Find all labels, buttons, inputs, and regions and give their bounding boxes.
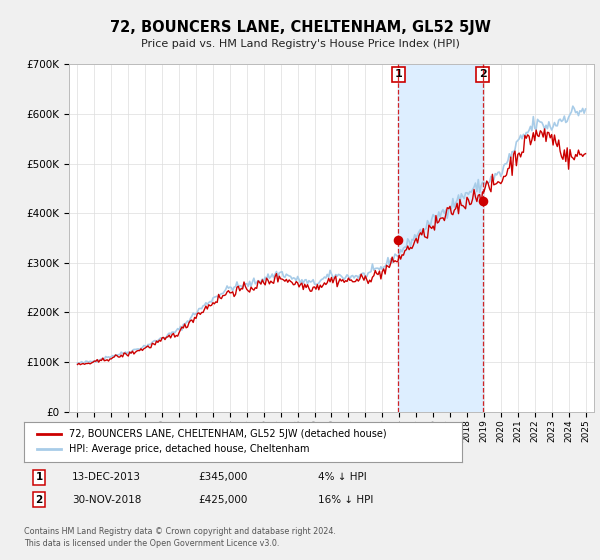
Text: £345,000: £345,000: [198, 472, 247, 482]
Text: 2: 2: [479, 69, 487, 80]
Bar: [398, 64, 482, 412]
Text: 4% ↓ HPI: 4% ↓ HPI: [318, 472, 367, 482]
Point: [478, 197, 487, 206]
Text: 16% ↓ HPI: 16% ↓ HPI: [318, 494, 373, 505]
Text: 1: 1: [395, 69, 402, 80]
Text: This data is licensed under the Open Government Licence v3.0.: This data is licensed under the Open Gov…: [24, 539, 280, 548]
Text: Price paid vs. HM Land Registry's House Price Index (HPI): Price paid vs. HM Land Registry's House …: [140, 39, 460, 49]
Text: 1: 1: [35, 472, 43, 482]
Text: 2: 2: [35, 494, 43, 505]
Text: 72, BOUNCERS LANE, CHELTENHAM, GL52 5JW: 72, BOUNCERS LANE, CHELTENHAM, GL52 5JW: [110, 20, 490, 35]
Point: [394, 236, 403, 245]
Text: 30-NOV-2018: 30-NOV-2018: [72, 494, 142, 505]
Legend: 72, BOUNCERS LANE, CHELTENHAM, GL52 5JW (detached house), HPI: Average price, de: 72, BOUNCERS LANE, CHELTENHAM, GL52 5JW …: [33, 426, 391, 458]
Text: Contains HM Land Registry data © Crown copyright and database right 2024.: Contains HM Land Registry data © Crown c…: [24, 528, 336, 536]
Text: 13-DEC-2013: 13-DEC-2013: [72, 472, 141, 482]
Text: £425,000: £425,000: [198, 494, 247, 505]
